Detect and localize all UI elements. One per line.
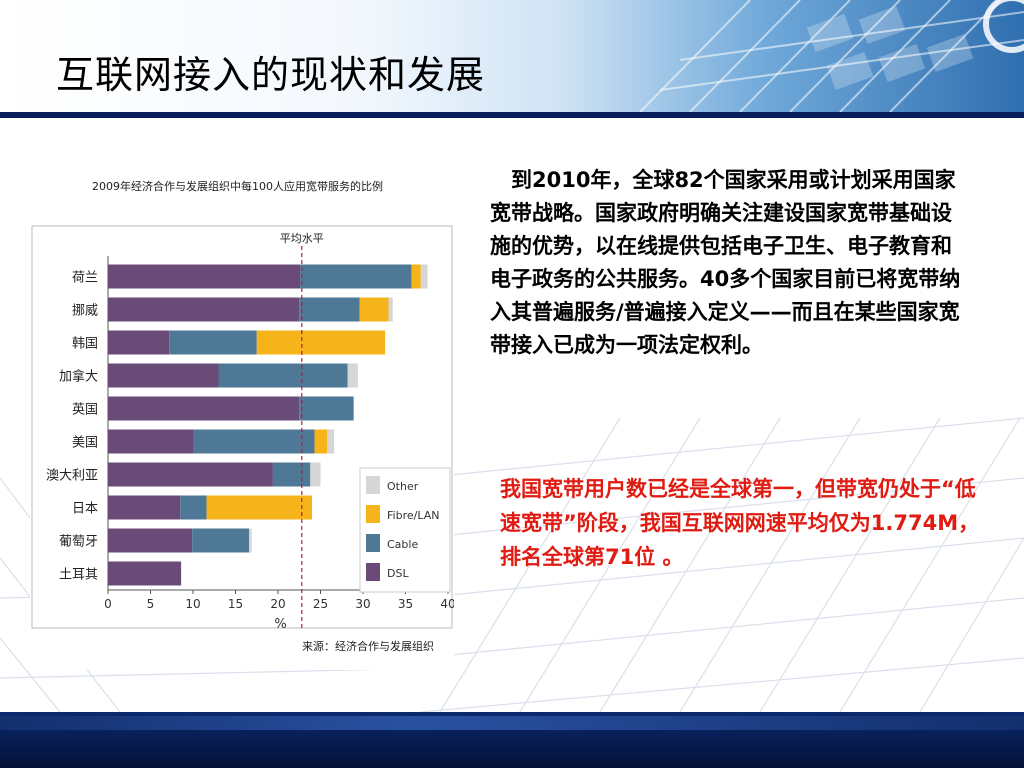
legend-label: Cable — [387, 538, 418, 551]
category-label: 加拿大 — [59, 369, 98, 385]
category-label: 荷兰 — [72, 271, 98, 286]
body-paragraph: 到2010年，全球82个国家采用或计划采用国家宽带战略。国家政府明确关注建设国家… — [490, 168, 961, 357]
bar-segment — [327, 429, 335, 454]
bar-segment — [388, 297, 393, 322]
bar-segment — [314, 429, 328, 454]
bar-segment — [108, 462, 273, 487]
bar-segment — [300, 264, 412, 289]
bar-segment — [310, 462, 321, 487]
x-tick-label: 20 — [270, 597, 285, 611]
category-label: 美国 — [72, 436, 98, 451]
legend-swatch — [366, 476, 380, 494]
legend-swatch — [366, 505, 380, 523]
x-tick-label: 0 — [104, 597, 112, 611]
background-grid — [0, 417, 1024, 712]
bar-segment — [272, 462, 311, 487]
bar-segment — [169, 330, 257, 355]
highlight-paragraph: 我国宽带用户数已经是全球第一，但带宽仍处于“低速宽带”阶段，我国互联网网速平均仅… — [500, 477, 980, 569]
bar-segment — [108, 528, 193, 553]
category-label: 澳大利亚 — [46, 468, 98, 484]
category-label: 韩国 — [72, 337, 98, 352]
bar-segment — [108, 561, 182, 586]
bar-segment — [299, 396, 354, 421]
keyboard-decoration — [639, 0, 1024, 112]
bar-segment — [108, 429, 194, 454]
bar-segment — [249, 528, 252, 553]
bar-segment — [347, 363, 358, 388]
legend-label: Fibre/LAN — [387, 509, 439, 522]
x-tick-label: 25 — [313, 597, 328, 611]
bar-segment — [108, 330, 170, 355]
bar-segment — [256, 330, 386, 355]
slide-header: 互联网接入的现状和发展 — [0, 0, 1024, 112]
legend-label: DSL — [387, 567, 409, 580]
bar-segment — [108, 495, 181, 520]
bar-segment — [420, 264, 428, 289]
plot-frame — [31, 225, 453, 629]
x-axis-label: % — [274, 617, 286, 632]
x-tick-label: 40 — [440, 597, 454, 611]
footer-stripe — [0, 716, 1024, 730]
bar-segment — [108, 396, 300, 421]
x-tick-label: 35 — [398, 597, 413, 611]
chart-source: 来源：经济合作与发展组织 — [302, 640, 434, 653]
x-tick-label: 10 — [185, 597, 200, 611]
x-tick-label: 30 — [355, 597, 370, 611]
bar-segment — [193, 429, 315, 454]
category-label: 土耳其 — [59, 568, 98, 583]
bar-segment — [359, 297, 389, 322]
category-label: 日本 — [72, 502, 98, 517]
category-label: 葡萄牙 — [59, 535, 98, 550]
chart-canvas: 0 5 10 15 20 25 30 35 40% 荷兰挪威韩国加拿大英国美国澳大利亚日本葡萄牙土… — [31, 225, 454, 632]
page-title: 互联网接入的现状和发展 — [56, 53, 486, 97]
bar-segment — [180, 495, 207, 520]
bar-segment — [299, 297, 360, 322]
x-tick-label: 5 — [147, 597, 155, 611]
average-label: 平均水平 — [280, 232, 324, 245]
category-label: 英国 — [72, 403, 98, 418]
bar-segment — [206, 495, 312, 520]
bar-segment — [218, 363, 348, 388]
bar-segment — [108, 264, 301, 289]
chart-title: 2009年经济合作与发展组织中每100人应用宽带服务的比例 — [92, 180, 383, 193]
x-tick-label: 15 — [228, 597, 243, 611]
legend-swatch — [366, 534, 380, 552]
bar-segment — [192, 528, 250, 553]
legend-label: Other — [387, 480, 419, 493]
header-divider — [0, 112, 1024, 118]
broadband-chart: 2009年经济合作与发展组织中每100人应用宽带服务的比例 0 5 10 15 20 25… — [30, 160, 454, 670]
bar-segment — [108, 363, 219, 388]
category-label: 挪威 — [72, 304, 98, 319]
bar-segment — [411, 264, 421, 289]
bar-segment — [108, 297, 300, 322]
legend-swatch — [366, 563, 380, 581]
